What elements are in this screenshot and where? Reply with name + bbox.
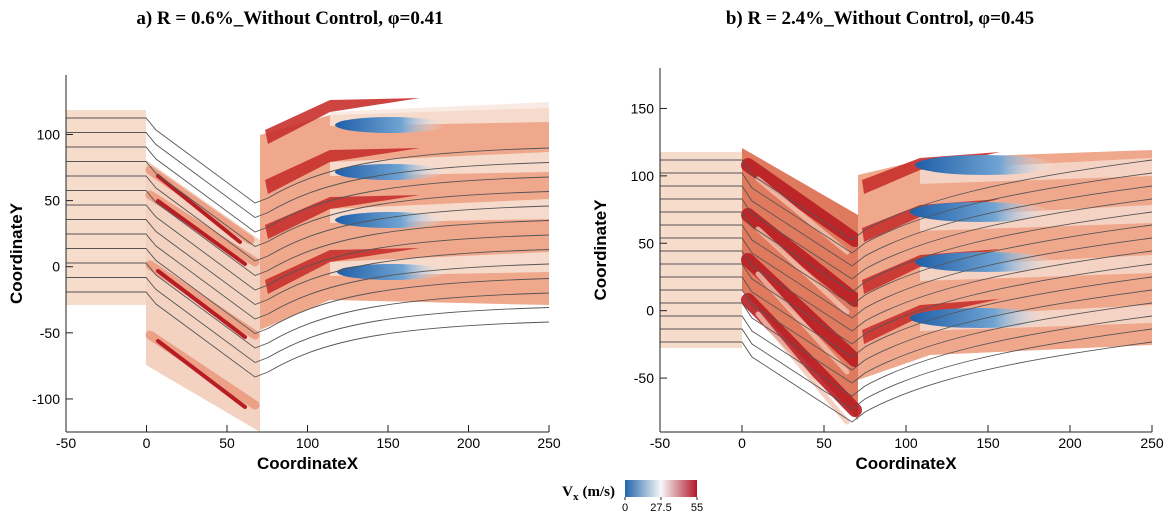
streamline — [66, 248, 550, 335]
y-tick-label: 100 — [631, 168, 655, 184]
streamline — [66, 204, 550, 291]
streamline — [660, 289, 1153, 371]
streamline — [66, 233, 550, 320]
streamline — [660, 198, 1153, 280]
y-tick-label: 50 — [44, 193, 60, 209]
x-tick-label: 150 — [376, 435, 400, 451]
separation — [910, 308, 1050, 328]
y-tick-label: -50 — [40, 325, 60, 341]
colorbar-label-unit: (m/s) — [583, 484, 616, 500]
colorbar-label-sub: x — [573, 491, 579, 503]
x-tick-label: 0 — [143, 435, 151, 451]
x-tick-label: 150 — [976, 435, 1000, 451]
wake — [156, 199, 247, 266]
y-axis-label: CoordinateY — [7, 202, 26, 304]
wake — [156, 174, 242, 244]
separation — [337, 264, 447, 280]
streamline — [660, 328, 1153, 410]
x-tick-label: 250 — [1140, 435, 1164, 451]
colorbar-label-main: V — [562, 484, 573, 500]
streamline — [66, 190, 550, 277]
wake — [741, 293, 862, 417]
wake — [741, 253, 862, 367]
streamline — [660, 159, 1153, 241]
streamline — [660, 237, 1153, 319]
x-tick-label: 50 — [219, 435, 235, 451]
x-tick-label: 100 — [894, 435, 918, 451]
wake — [755, 271, 850, 375]
colorbar-tick-label: 0 — [622, 502, 628, 514]
region — [66, 110, 146, 305]
x-axis-label: CoordinateX — [257, 454, 359, 473]
x-tick-label: 50 — [816, 435, 832, 451]
x-axis-label: CoordinateX — [855, 454, 957, 473]
x-tick-label: 200 — [457, 435, 481, 451]
streamline — [660, 172, 1153, 254]
region — [660, 152, 742, 348]
region — [265, 195, 420, 239]
y-tick-label: 0 — [646, 303, 654, 319]
wake — [156, 269, 247, 339]
y-tick-label: -100 — [32, 391, 60, 407]
wake — [741, 208, 862, 307]
y-tick-label: 100 — [37, 127, 61, 143]
separation — [335, 212, 445, 228]
streamline — [66, 117, 550, 204]
region — [862, 299, 1000, 344]
streamline — [660, 185, 1153, 267]
y-tick-label: 150 — [631, 100, 655, 116]
flow-field — [66, 98, 1153, 432]
x-tick-label: -50 — [650, 435, 670, 451]
streamline — [66, 291, 550, 378]
separation — [335, 117, 445, 133]
x-tick-label: 0 — [738, 435, 746, 451]
wake — [156, 339, 247, 409]
streamline — [660, 315, 1153, 397]
streamline — [66, 132, 550, 219]
separation — [915, 155, 1055, 175]
streamline — [66, 277, 550, 364]
streamline — [66, 175, 550, 262]
separation — [915, 252, 1055, 272]
y-tick-label: -50 — [634, 370, 654, 386]
streamline — [660, 276, 1153, 358]
streamline — [660, 224, 1153, 306]
wake — [741, 158, 862, 247]
x-tick-label: -50 — [56, 435, 76, 451]
y-tick-label: 0 — [52, 259, 60, 275]
colorbar-tick-label: 55 — [691, 502, 703, 514]
x-tick-label: 100 — [296, 435, 320, 451]
streamline — [660, 263, 1153, 345]
panel-title: b) R = 2.4%_Without Control, φ=0.45 — [726, 8, 1034, 29]
region — [265, 98, 420, 144]
separation — [335, 164, 445, 180]
y-axis-label: CoordinateY — [591, 199, 610, 301]
wake — [755, 226, 850, 315]
streamline — [66, 161, 550, 248]
panel-title: a) R = 0.6%_Without Control, φ=0.41 — [136, 8, 443, 29]
streamline — [66, 219, 550, 306]
region — [265, 148, 420, 194]
colorbar-label: Vx (m/s) — [562, 484, 615, 503]
streamline — [660, 341, 1153, 423]
streamline — [660, 211, 1153, 293]
y-tick-label: 50 — [638, 235, 654, 251]
x-tick-label: 250 — [537, 435, 561, 451]
streamline — [66, 262, 550, 349]
streamline — [660, 302, 1153, 384]
colorbar — [625, 480, 697, 497]
streamline — [660, 250, 1153, 332]
axes: -50 0 50 100 150 200 250 -100 -50 0 50 100 -50 0 50 100… — [32, 68, 1164, 451]
streamline — [66, 146, 550, 233]
colorbar-tick-label: 27.5 — [650, 502, 671, 514]
x-tick-label: 200 — [1058, 435, 1082, 451]
separation — [910, 202, 1050, 222]
